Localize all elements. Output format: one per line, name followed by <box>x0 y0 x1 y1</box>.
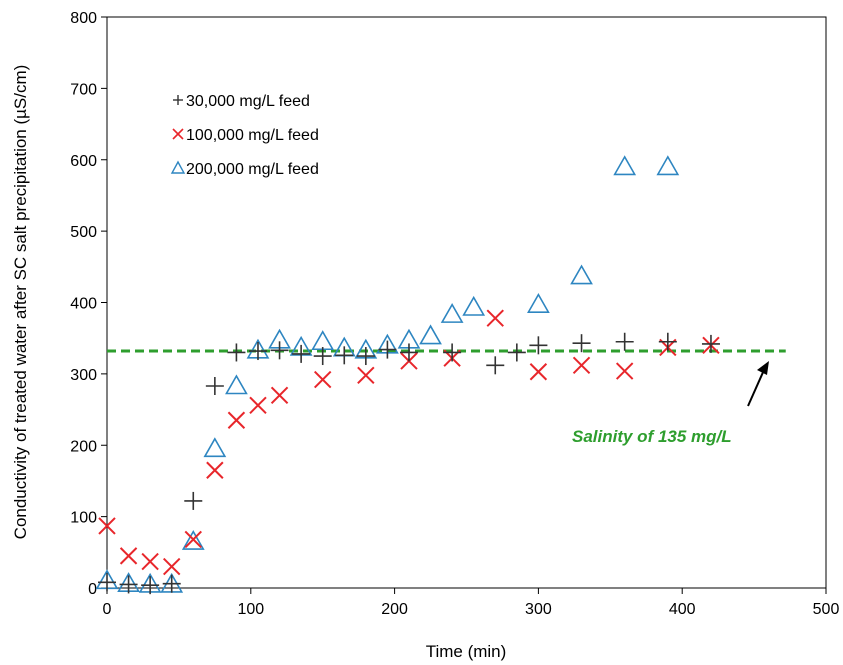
x-tick-label: 0 <box>103 601 112 618</box>
legend-marker-cross <box>172 128 184 140</box>
point-triangle <box>613 155 637 176</box>
y-axis-ticks: 0 100 200 300 400 500 600 700 800 <box>70 10 107 598</box>
y-axis-title: Conductivity of treated water after SC s… <box>11 65 30 540</box>
y-tick-label: 200 <box>70 438 97 455</box>
point-plus <box>162 574 181 593</box>
y-tick-label: 500 <box>70 224 97 241</box>
point-plus <box>356 347 375 366</box>
plot-area <box>106 16 827 589</box>
point-plus <box>313 347 332 366</box>
point-plus <box>486 356 505 375</box>
point-triangle <box>419 324 442 345</box>
point-cross <box>163 557 181 576</box>
point-cross <box>249 396 267 414</box>
point-plus <box>205 377 224 396</box>
point-cross <box>227 411 246 429</box>
x-axis-title: Time (min) <box>426 642 507 661</box>
point-triangle <box>656 155 680 176</box>
point-plus <box>507 343 526 362</box>
x-tick-label: 400 <box>669 601 696 618</box>
point-cross <box>572 356 591 375</box>
point-plus <box>98 573 116 592</box>
point-cross <box>357 366 375 385</box>
point-triangle <box>462 295 486 316</box>
legend-label-30000: 30,000 mg/L feed <box>186 93 310 110</box>
point-plus <box>119 575 138 594</box>
point-cross <box>270 386 289 404</box>
point-plus <box>227 343 246 362</box>
point-plus <box>335 346 354 365</box>
point-triangle <box>225 374 248 395</box>
y-tick-label: 400 <box>70 296 97 313</box>
x-axis-ticks: 0 100 200 300 400 500 <box>103 588 840 618</box>
point-cross <box>119 547 138 565</box>
point-plus <box>529 336 548 355</box>
legend-marker-triangle <box>170 160 186 174</box>
y-tick-label: 700 <box>70 81 97 98</box>
point-plus <box>658 332 677 351</box>
legend-marker-plus <box>173 95 183 105</box>
point-plus <box>399 343 418 362</box>
data-points <box>95 155 720 595</box>
annotation-arrow-head <box>757 361 769 375</box>
point-cross <box>313 370 332 389</box>
legend-label-100000: 100,000 mg/L feed <box>186 127 319 144</box>
point-plus <box>270 341 289 360</box>
legend-label-200000: 200,000 mg/L feed <box>186 161 319 178</box>
x-tick-label: 100 <box>237 601 264 618</box>
y-tick-label: 100 <box>70 510 97 527</box>
point-cross <box>206 461 224 479</box>
point-plus <box>701 334 720 353</box>
point-plus <box>378 340 397 359</box>
y-tick-label: 0 <box>88 581 97 598</box>
point-cross <box>486 309 504 327</box>
point-cross <box>141 552 159 571</box>
point-plus <box>184 491 203 510</box>
y-tick-label: 300 <box>70 367 97 384</box>
x-tick-label: 200 <box>381 601 408 618</box>
point-triangle <box>527 293 550 313</box>
salinity-annotation: Salinity of 135 mg/L <box>572 427 732 446</box>
point-cross <box>529 363 548 381</box>
point-plus <box>292 344 311 363</box>
point-triangle <box>440 303 464 323</box>
annotation-arrow-shaft <box>747 369 765 407</box>
point-plus <box>572 334 591 353</box>
legend: 30,000 mg/L feed 100,000 mg/L feed 200,0… <box>170 93 319 178</box>
point-cross <box>615 362 634 380</box>
x-tick-label: 300 <box>525 601 552 618</box>
y-tick-label: 600 <box>70 153 97 170</box>
point-triangle <box>181 529 205 550</box>
point-cross <box>184 530 202 549</box>
point-plus <box>248 342 267 361</box>
point-plus <box>141 576 160 595</box>
point-plus <box>443 343 462 362</box>
point-plus <box>615 332 634 351</box>
y-tick-label: 800 <box>70 10 97 27</box>
point-cross <box>98 517 116 535</box>
point-triangle <box>203 437 227 458</box>
x-tick-label: 500 <box>813 601 840 618</box>
point-triangle <box>570 264 593 285</box>
